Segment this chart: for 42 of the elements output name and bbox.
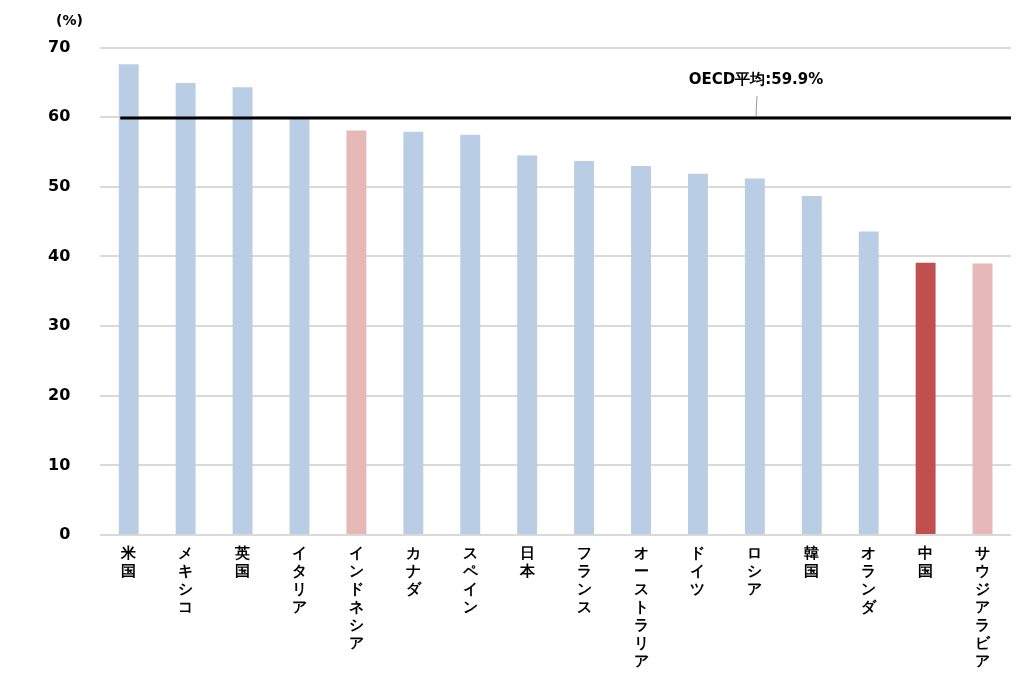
y-axis-title: (%) xyxy=(56,11,83,28)
x-tick-label: カナダ xyxy=(405,543,422,598)
y-tick-label: 40 xyxy=(48,245,71,265)
x-tick-label: メキシコ xyxy=(178,543,194,616)
y-tick-label: 30 xyxy=(48,315,71,335)
bar xyxy=(175,83,196,534)
bar xyxy=(289,119,310,534)
bar xyxy=(972,263,993,534)
bar xyxy=(915,262,936,534)
bar xyxy=(346,130,367,534)
y-tick-label: 20 xyxy=(48,384,71,404)
x-tick-label: ドイツ xyxy=(690,543,706,598)
x-tick-label: サウジアラビア xyxy=(975,543,992,670)
bar xyxy=(517,155,538,534)
x-tick-label: イタリア xyxy=(291,543,307,616)
bar xyxy=(744,178,765,534)
x-tick-label: 英国 xyxy=(234,543,251,580)
bar xyxy=(574,161,595,534)
x-tick-label: 中国 xyxy=(918,543,934,580)
bar xyxy=(460,134,481,534)
x-tick-label: インドネシア xyxy=(348,543,364,652)
x-tick-label: 米国 xyxy=(120,543,138,580)
bar xyxy=(118,64,139,534)
bar xyxy=(631,165,651,534)
bar xyxy=(403,131,424,534)
y-tick-label: 70 xyxy=(48,36,71,56)
y-tick-label: 50 xyxy=(48,176,71,196)
bar xyxy=(801,195,822,534)
x-tick-label: フランス xyxy=(576,543,592,616)
y-tick-label: 60 xyxy=(48,106,71,126)
x-tick-label: オーストラリア xyxy=(633,543,649,670)
ref-line-label: OECD平均:59.9% xyxy=(688,70,824,89)
x-tick-label: スペイン xyxy=(461,543,479,616)
y-tick-label: 0 xyxy=(59,524,71,544)
x-tick-label: ロシア xyxy=(747,543,763,598)
x-tick-label: 日本 xyxy=(518,543,536,580)
bar xyxy=(858,231,879,534)
y-tick-label: 10 xyxy=(48,454,71,474)
x-tick-label: オランダ xyxy=(861,543,878,616)
bar xyxy=(232,87,253,534)
bar xyxy=(687,173,708,534)
x-tick-label: 韓国 xyxy=(804,543,820,580)
